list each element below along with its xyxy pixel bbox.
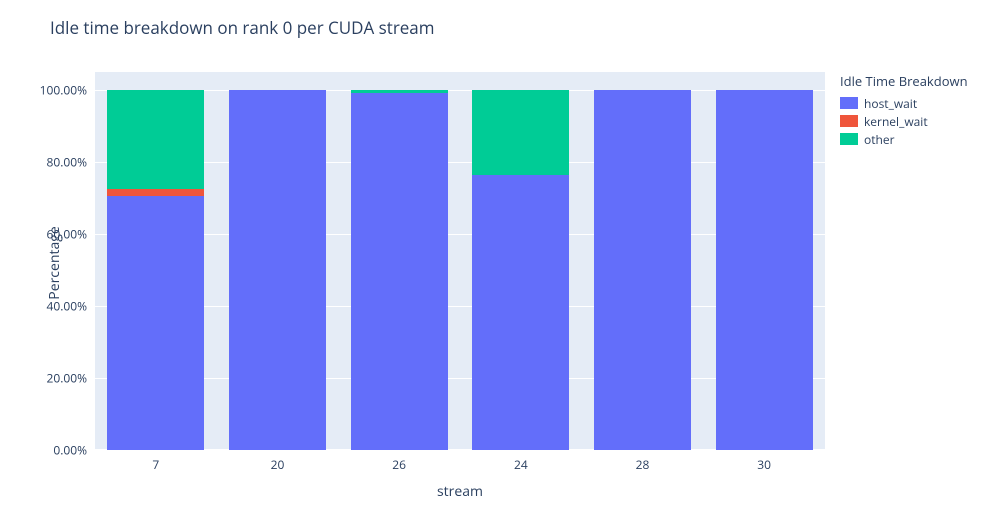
legend-label: other: [864, 131, 895, 148]
x-tick-label: 28: [636, 450, 650, 473]
y-tick-label: 80.00%: [46, 154, 95, 171]
y-tick-label: 100.00%: [40, 82, 95, 99]
bar-segment-host_wait[interactable]: [472, 175, 569, 450]
y-tick-label: 0.00%: [53, 442, 95, 459]
bar-segment-host_wait[interactable]: [229, 90, 326, 450]
legend: Idle Time Breakdown host_waitkernel_wait…: [840, 72, 968, 148]
legend-title: Idle Time Breakdown: [840, 72, 968, 90]
bar-group[interactable]: [472, 72, 569, 450]
legend-swatch: [840, 115, 858, 127]
bar-segment-host_wait[interactable]: [594, 90, 691, 450]
bar-group[interactable]: [351, 72, 448, 450]
x-tick-label: 7: [152, 450, 159, 473]
legend-label: host_wait: [864, 95, 917, 112]
legend-label: kernel_wait: [864, 113, 928, 130]
bar-segment-other[interactable]: [472, 90, 569, 175]
bar-group[interactable]: [107, 72, 204, 450]
x-tick-label: 26: [392, 450, 406, 473]
bar-group[interactable]: [594, 72, 691, 450]
bar-segment-kernel_wait[interactable]: [107, 189, 204, 196]
bar-segment-other[interactable]: [107, 90, 204, 189]
legend-swatch: [840, 133, 858, 145]
y-tick-label: 60.00%: [46, 226, 95, 243]
legend-item-other[interactable]: other: [840, 130, 968, 148]
y-tick-label: 40.00%: [46, 298, 95, 315]
x-tick-label: 30: [757, 450, 771, 473]
x-axis-label: stream: [437, 482, 483, 501]
bar-segment-host_wait[interactable]: [107, 196, 204, 450]
legend-item-host_wait[interactable]: host_wait: [840, 94, 968, 112]
x-tick-label: 24: [514, 450, 528, 473]
bar-segment-host_wait[interactable]: [716, 90, 813, 450]
legend-item-kernel_wait[interactable]: kernel_wait: [840, 112, 968, 130]
chart-title: Idle time breakdown on rank 0 per CUDA s…: [50, 16, 435, 39]
bar-group[interactable]: [716, 72, 813, 450]
x-tick-label: 20: [271, 450, 285, 473]
bar-segment-other[interactable]: [351, 90, 448, 93]
plot-area: 0.00%20.00%40.00%60.00%80.00%100.00%7202…: [95, 72, 825, 450]
bar-group[interactable]: [229, 72, 326, 450]
chart-container: Idle time breakdown on rank 0 per CUDA s…: [0, 0, 985, 525]
legend-swatch: [840, 97, 858, 109]
y-tick-label: 20.00%: [46, 370, 95, 387]
bar-segment-host_wait[interactable]: [351, 93, 448, 450]
